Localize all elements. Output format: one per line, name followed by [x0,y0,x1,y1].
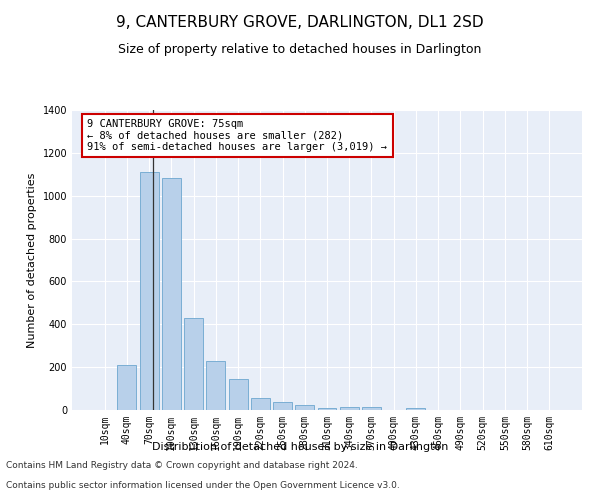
Bar [162,178,181,410]
Text: 9 CANTERBURY GROVE: 75sqm
← 8% of detached houses are smaller (282)
91% of semi-: 9 CANTERBURY GROVE: 75sqm ← 8% of detach… [88,119,388,152]
Text: Distribution of detached houses by size in Darlington: Distribution of detached houses by size … [152,442,448,452]
Bar [273,402,292,410]
Bar [340,407,359,410]
Text: Contains HM Land Registry data © Crown copyright and database right 2024.: Contains HM Land Registry data © Crown c… [6,461,358,470]
Bar [251,398,270,410]
Bar [118,365,136,410]
Y-axis label: Number of detached properties: Number of detached properties [27,172,37,348]
Text: 9, CANTERBURY GROVE, DARLINGTON, DL1 2SD: 9, CANTERBURY GROVE, DARLINGTON, DL1 2SD [116,15,484,30]
Bar [184,318,203,410]
Text: Size of property relative to detached houses in Darlington: Size of property relative to detached ho… [118,42,482,56]
Bar [362,407,381,410]
Text: Contains public sector information licensed under the Open Government Licence v3: Contains public sector information licen… [6,481,400,490]
Bar [206,360,225,410]
Bar [140,172,158,410]
Bar [406,408,425,410]
Bar [295,404,314,410]
Bar [317,408,337,410]
Bar [229,379,248,410]
